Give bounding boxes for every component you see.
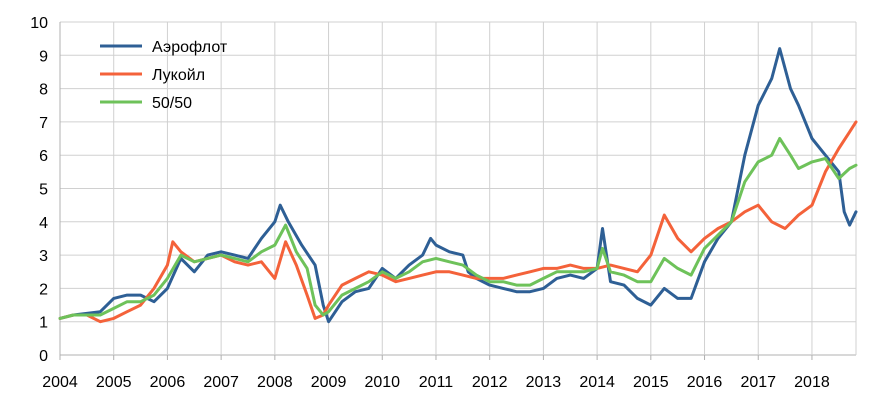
series-line-0 (58, 47, 858, 324)
x-tick-label: 2012 (472, 374, 508, 391)
y-tick-label: 7 (39, 115, 48, 132)
legend-label: Аэрофлот (152, 39, 228, 56)
y-tick-label: 3 (39, 248, 48, 265)
x-tick-label: 2010 (364, 374, 400, 391)
y-tick-label: 0 (39, 348, 48, 365)
x-tick-label: 2007 (203, 374, 239, 391)
x-tick-label: 2013 (526, 374, 562, 391)
x-tick-label: 2016 (687, 374, 723, 391)
y-tick-label: 5 (39, 182, 48, 199)
x-tick-label: 2008 (257, 374, 293, 391)
x-tick-label: 2009 (311, 374, 347, 391)
y-tick-label: 10 (30, 15, 48, 32)
x-axis-ticks: 2004 2005 2006 2007 2008 2009 2010 2011 2012 2013… (42, 355, 830, 391)
y-tick-label: 8 (39, 82, 48, 99)
x-tick-label: 2004 (42, 374, 78, 391)
y-tick-label: 1 (39, 315, 48, 332)
y-tick-label: 9 (39, 48, 48, 65)
x-tick-label: 2005 (96, 374, 132, 391)
x-tick-label: 2006 (150, 374, 186, 391)
y-tick-label: 4 (39, 215, 48, 232)
gridlines (59, 21, 857, 356)
legend-label: 50/50 (152, 95, 192, 112)
x-tick-label: 2018 (794, 374, 830, 391)
x-tick-label: 2017 (740, 374, 776, 391)
series-line-2 (58, 137, 858, 320)
series-lines (58, 47, 858, 324)
legend-label: Лукойл (152, 67, 205, 84)
x-tick-label: 2015 (633, 374, 669, 391)
y-tick-label: 6 (39, 148, 48, 165)
x-tick-label: 2014 (579, 374, 615, 391)
y-tick-label: 2 (39, 281, 48, 298)
legend: Аэрофлот Лукойл 50/50 (100, 39, 228, 112)
x-tick-label: 2011 (419, 374, 454, 391)
y-axis-ticks: 0 1 2 3 4 5 6 7 8 9 10 (30, 15, 48, 365)
